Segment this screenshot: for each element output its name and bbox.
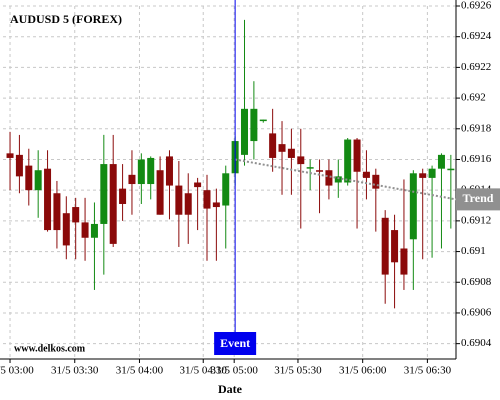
candle-body — [437, 154, 445, 169]
x-tick-label: 31/5 04:30 — [180, 365, 228, 377]
candle-body — [259, 119, 267, 122]
candle-body — [194, 182, 202, 188]
candle-body — [15, 154, 23, 177]
x-tick-label: 31/5 05:30 — [274, 365, 322, 377]
candle-body — [147, 157, 155, 185]
x-tick-label: 31/5 03:00 — [0, 365, 34, 377]
candle-body — [165, 156, 173, 186]
y-tick-label: 0.6924 — [461, 30, 492, 42]
candle-body — [297, 156, 305, 165]
x-tick-label: 31/5 06:30 — [404, 365, 452, 377]
candle-body — [175, 185, 183, 215]
candle-body — [100, 164, 108, 224]
y-tick-label: 0.6916 — [461, 153, 492, 165]
y-tick-label: 0.6906 — [461, 306, 492, 318]
candle-body — [287, 148, 295, 158]
candle-body — [334, 176, 342, 183]
candle-body — [137, 159, 145, 185]
watermark: www.delkos.com — [14, 343, 86, 354]
candle-body — [344, 139, 352, 183]
event-label-box — [214, 332, 257, 355]
x-tick-label: 31/5 06:00 — [339, 365, 387, 377]
x-tick-label: 31/5 05:00 — [211, 365, 259, 377]
candle-body — [62, 213, 70, 246]
candle-body — [156, 170, 164, 215]
candle-body — [44, 168, 52, 231]
event-label: Event — [220, 336, 250, 350]
candle-body — [372, 174, 380, 189]
y-tick-label: 0.6922 — [461, 61, 491, 73]
candle-body — [250, 108, 258, 142]
candle-body — [325, 170, 333, 186]
y-tick-label: 0.692 — [461, 92, 486, 104]
candle-body — [447, 168, 455, 171]
candle-body — [119, 188, 127, 204]
candle-body — [212, 202, 220, 208]
candle-body — [25, 165, 33, 191]
candle-body — [6, 153, 14, 158]
candle-body — [362, 171, 370, 178]
candle-body — [222, 173, 230, 206]
candle-body — [241, 108, 249, 155]
candle-body — [109, 164, 117, 244]
candle-body — [203, 190, 211, 209]
candle-body — [409, 173, 417, 240]
candle-body — [72, 207, 80, 223]
candle-body — [128, 174, 136, 185]
y-tick-label: 0.691 — [461, 245, 486, 257]
x-tick-label: 31/5 04:00 — [116, 365, 164, 377]
candle-body — [269, 133, 277, 158]
x-tick-label: 31/5 03:30 — [51, 365, 99, 377]
candle-body — [53, 193, 61, 231]
y-tick-label: 0.6912 — [461, 214, 491, 226]
candle-body — [278, 144, 286, 152]
candle-body — [90, 223, 98, 238]
chart-title: AUDUSD 5 (FOREX) — [10, 12, 122, 26]
trend-label-box — [456, 188, 500, 211]
candle-body — [316, 170, 324, 172]
candle-body — [353, 139, 361, 172]
y-tick-label: 0.6918 — [461, 122, 492, 134]
candle-body — [381, 217, 389, 275]
candle-body — [391, 230, 399, 263]
trend-line — [234, 158, 457, 201]
candle-body — [34, 170, 42, 191]
candle-body — [419, 173, 427, 178]
y-tick-label: 0.6904 — [461, 337, 492, 349]
candle-body — [184, 193, 192, 215]
candle-body — [306, 167, 314, 169]
y-tick-label: 0.6926 — [461, 0, 492, 12]
candle-body — [428, 168, 436, 178]
candle-body — [81, 222, 89, 238]
candle-body — [400, 248, 408, 275]
y-tick-label: 0.6908 — [461, 276, 492, 288]
trend-label: Trend — [463, 191, 494, 205]
x-axis-title: Date — [218, 382, 243, 396]
